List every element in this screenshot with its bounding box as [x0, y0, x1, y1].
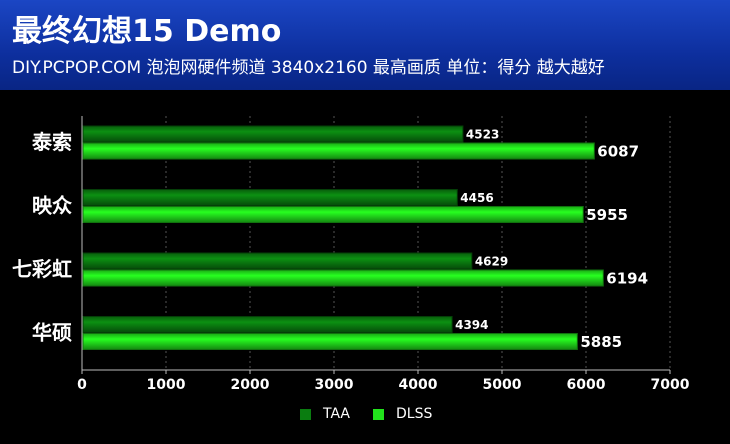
chart-legend: TAA DLSS	[0, 406, 730, 426]
x-tick-label: 3000	[315, 377, 354, 393]
chart-subtitle: DIY.PCPOP.COM 泡泡网硬件频道 3840x2160 最高画质 单位：…	[12, 58, 605, 78]
legend-item-taa: TAA	[300, 406, 350, 422]
category-label: 映众	[32, 194, 72, 218]
x-tick-label: 6000	[567, 377, 606, 393]
bar-dlss	[82, 333, 578, 350]
x-tick-label: 5000	[483, 377, 522, 393]
bar-taa	[82, 316, 453, 333]
legend-item-dlss: DLSS	[373, 406, 432, 422]
data-label-taa: 4456	[460, 191, 493, 205]
data-label-dlss: 5885	[580, 333, 622, 351]
x-tick-label: 2000	[231, 377, 270, 393]
legend-swatch-dlss	[373, 408, 384, 420]
data-label-taa: 4629	[475, 254, 508, 268]
legend-label-dlss: DLSS	[396, 406, 433, 422]
x-tick-label: 1000	[147, 377, 186, 393]
category-label: 泰索	[31, 130, 72, 154]
bar-taa	[82, 189, 458, 206]
data-label-taa: 4394	[455, 318, 488, 332]
data-label-dlss: 5955	[586, 206, 628, 224]
data-label-dlss: 6087	[597, 142, 639, 160]
chart-title: 最终幻想15 Demo	[12, 14, 282, 49]
category-label: 七彩虹	[12, 257, 72, 281]
bar-taa	[82, 252, 473, 270]
legend-label-taa: TAA	[323, 406, 351, 422]
data-label-dlss: 6194	[606, 269, 648, 287]
data-label-taa: 4523	[466, 127, 499, 141]
bar-dlss	[82, 142, 595, 160]
x-tick-label: 7000	[651, 377, 690, 393]
bar-dlss	[82, 269, 604, 287]
legend-swatch-taa	[300, 408, 311, 420]
x-tick-label: 0	[77, 377, 87, 393]
bar-chart: 0 1000 2000 3000 4000 5000 6000 7000 泰索 4523 6087 映…	[12, 116, 690, 393]
category-label: 华硕	[32, 321, 72, 345]
bar-dlss	[82, 206, 584, 223]
bar-taa	[82, 125, 464, 143]
x-tick-label: 4000	[399, 377, 438, 393]
chart-header: 最终幻想15 Demo DIY.PCPOP.COM 泡泡网硬件频道 3840x2…	[0, 0, 730, 90]
